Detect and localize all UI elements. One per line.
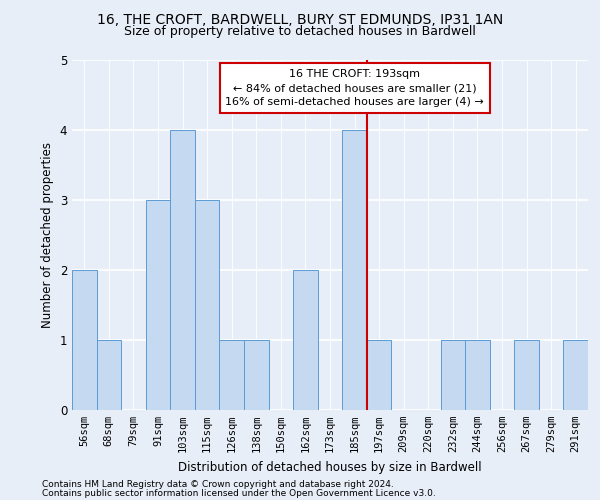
- Text: Size of property relative to detached houses in Bardwell: Size of property relative to detached ho…: [124, 25, 476, 38]
- Bar: [146, 200, 170, 410]
- Y-axis label: Number of detached properties: Number of detached properties: [41, 142, 54, 328]
- Text: Contains HM Land Registry data © Crown copyright and database right 2024.: Contains HM Land Registry data © Crown c…: [42, 480, 394, 489]
- Text: Contains public sector information licensed under the Open Government Licence v3: Contains public sector information licen…: [42, 488, 436, 498]
- Text: 16 THE CROFT: 193sqm
← 84% of detached houses are smaller (21)
16% of semi-detac: 16 THE CROFT: 193sqm ← 84% of detached h…: [225, 69, 484, 107]
- Bar: [563, 340, 588, 410]
- Bar: [220, 340, 244, 410]
- Text: 16, THE CROFT, BARDWELL, BURY ST EDMUNDS, IP31 1AN: 16, THE CROFT, BARDWELL, BURY ST EDMUNDS…: [97, 12, 503, 26]
- Bar: [465, 340, 490, 410]
- Bar: [342, 130, 367, 410]
- Bar: [440, 340, 465, 410]
- Bar: [367, 340, 391, 410]
- Bar: [170, 130, 195, 410]
- Bar: [72, 270, 97, 410]
- X-axis label: Distribution of detached houses by size in Bardwell: Distribution of detached houses by size …: [178, 460, 482, 473]
- Bar: [293, 270, 318, 410]
- Bar: [244, 340, 269, 410]
- Bar: [514, 340, 539, 410]
- Bar: [195, 200, 220, 410]
- Bar: [97, 340, 121, 410]
